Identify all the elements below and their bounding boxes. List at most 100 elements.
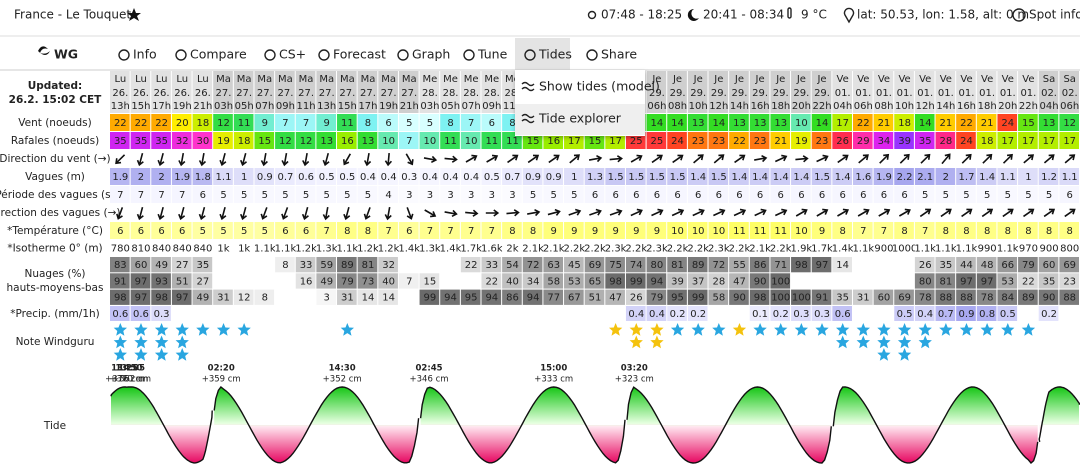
cloud-value: 79: [341, 276, 354, 287]
day: Ma: [257, 74, 272, 85]
cell-bg: [316, 306, 337, 321]
header-cell: [213, 71, 233, 113]
cloud-value: 59: [320, 260, 333, 271]
cell-bg: [687, 222, 708, 239]
cell-bg: [502, 306, 522, 321]
cell-bg: [646, 186, 667, 203]
cell-bg: [357, 132, 378, 149]
cell-bg: [275, 132, 295, 149]
nav-item[interactable]: Forecast: [333, 47, 386, 62]
isotherm-value: 840: [152, 244, 171, 255]
cell-bg: [791, 186, 811, 203]
cloud-value: 63: [547, 260, 560, 271]
cell-bg: [1018, 240, 1038, 256]
cell-bg: [564, 168, 584, 185]
logo[interactable]: WG: [54, 47, 78, 62]
cell-bg: [357, 222, 378, 239]
temperature-value: 7: [468, 226, 474, 237]
cloud-value: 33: [485, 260, 498, 271]
cloud-value: 7: [406, 276, 412, 287]
temperature-value: 5: [220, 226, 226, 237]
info-icon[interactable]: [1012, 8, 1026, 22]
tide-area: [420, 387, 625, 463]
direction-arrow: [343, 206, 351, 221]
cell-bg: [233, 240, 254, 256]
cell-bg: [852, 222, 873, 239]
cell-bg: [316, 132, 337, 149]
cloud-cell: [852, 273, 873, 289]
nav-item[interactable]: Info: [133, 47, 157, 62]
hour: 19h: [173, 101, 192, 112]
nav-item[interactable]: Compare: [190, 47, 247, 62]
arrow: [713, 154, 725, 164]
direction-arrow: [982, 153, 993, 164]
cell-bg: [110, 132, 130, 149]
nav-item[interactable]: Graph: [412, 47, 450, 62]
wave_period-value: 6: [839, 190, 845, 201]
arrow: [486, 154, 499, 163]
menu-item[interactable]: Show tides (model): [539, 79, 660, 94]
nav-item[interactable]: Share: [601, 47, 637, 62]
date: 26.: [112, 88, 128, 99]
hour: 05h: [441, 101, 460, 112]
direction-arrow: [919, 208, 932, 218]
tide-time: 15:00: [540, 364, 567, 374]
cell-bg: [749, 186, 770, 203]
direction-arrow: [405, 153, 414, 166]
cloud-cell: [337, 257, 357, 273]
arrow: [444, 209, 458, 218]
cloud-value: 27: [197, 276, 210, 287]
cloud-cell: [646, 273, 667, 289]
cell-bg: [275, 168, 295, 185]
nav-item[interactable]: CS+: [279, 47, 306, 62]
header-cell: [275, 71, 295, 113]
isotherm-value: 2.1k: [749, 244, 771, 255]
direction-arrow: [219, 206, 227, 221]
cloud-cell: [749, 289, 770, 305]
cell-bg: [564, 306, 584, 321]
nav-icon: [397, 49, 409, 61]
date: 29.: [649, 88, 665, 99]
hour: 06h: [647, 101, 666, 112]
cell-bg: [852, 186, 873, 203]
cell-bg: [1038, 306, 1059, 321]
spot-info[interactable]: Spot info: [1029, 8, 1080, 22]
rating-star: [877, 335, 891, 349]
hour: 22h: [812, 101, 831, 112]
cloud-value: 58: [547, 276, 560, 287]
arrow: [858, 154, 869, 164]
logo-icon[interactable]: [38, 46, 50, 55]
cloud-value: 14: [382, 293, 395, 304]
temperature-value: 8: [839, 226, 845, 237]
rafales-value: 15: [589, 136, 602, 147]
cell-bg: [233, 132, 254, 149]
vent-value: 8: [509, 118, 515, 129]
nav-item[interactable]: Tides: [538, 47, 572, 62]
menu-item[interactable]: Tide explorer: [538, 111, 622, 126]
vent-value: 18: [197, 118, 210, 129]
cell-bg: [894, 132, 914, 149]
direction-arrow: [281, 207, 289, 220]
cell-bg: [811, 114, 832, 131]
cloud-value: 75: [609, 260, 622, 271]
wave_period-value: 5: [282, 190, 288, 201]
favorite-star[interactable]: [127, 8, 141, 21]
rating-star: [650, 323, 664, 336]
nav-item[interactable]: Tune: [477, 47, 508, 62]
tide-time: 14:30: [329, 364, 356, 374]
arrow: [465, 209, 479, 217]
cloud-value: 54: [506, 260, 519, 271]
hour: 20h: [998, 101, 1017, 112]
isotherm-value: 2.2k: [770, 244, 792, 255]
date: 27.: [298, 88, 314, 99]
cloud-cell: [791, 273, 811, 289]
day: Ve: [837, 74, 849, 85]
hour: 17h: [152, 101, 171, 112]
cell-bg: [254, 132, 275, 149]
cloud-cell: [440, 257, 460, 273]
cell-bg: [337, 306, 357, 321]
precip-value: 0.9: [959, 309, 975, 320]
cell-bg: [1059, 306, 1079, 321]
cloud-value: 86: [754, 260, 767, 271]
date: 26.: [154, 88, 170, 99]
